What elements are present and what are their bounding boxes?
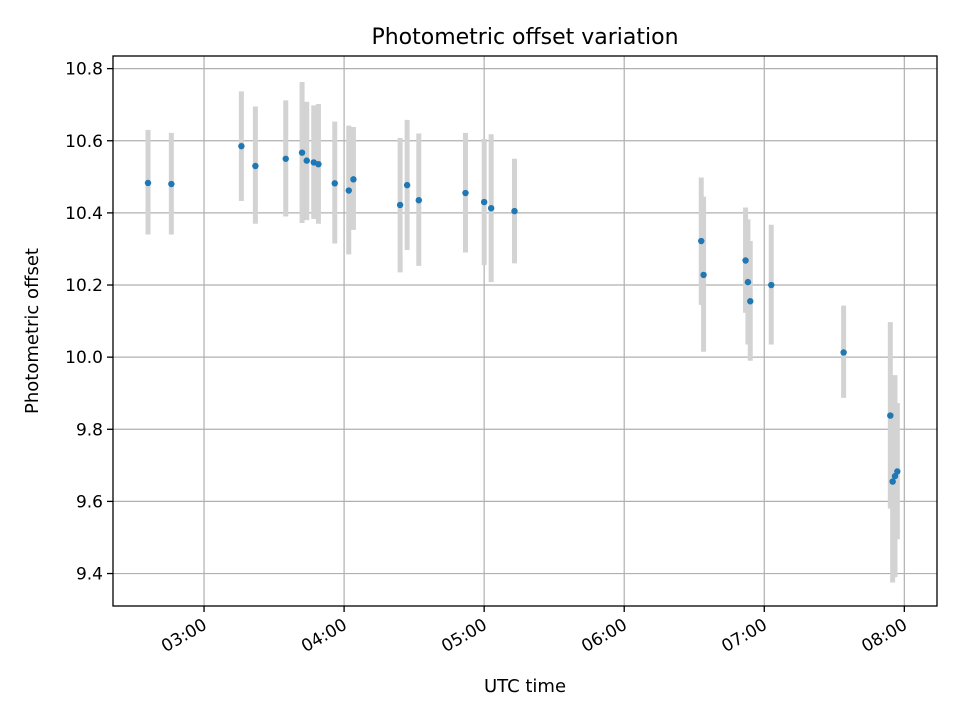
grid (113, 56, 937, 606)
data-point (303, 157, 310, 164)
data-point (415, 197, 422, 204)
x-tick-label: 04:00 (298, 615, 350, 657)
data-point (168, 180, 175, 188)
data-point (700, 271, 707, 279)
x-tick-label: 06:00 (578, 615, 630, 657)
data-points (144, 142, 901, 485)
data-point (298, 149, 306, 156)
x-tick-label: 05:00 (438, 615, 490, 657)
data-point (511, 207, 518, 215)
x-tick-label: 03:00 (158, 615, 210, 657)
plot-frame (112, 55, 938, 607)
data-point (403, 181, 411, 189)
y-tick-label: 9.4 (76, 565, 103, 585)
data-point (768, 281, 775, 289)
y-tick-label: 9.8 (76, 420, 103, 440)
x-axis: 03:00 04:00 05:00 06:00 07:00 08:00 (158, 606, 911, 657)
data-point (345, 187, 352, 194)
data-point (252, 162, 259, 170)
data-point (887, 412, 894, 419)
data-point (889, 478, 896, 485)
chart-title: Photometric offset variation (371, 25, 678, 50)
y-tick-label: 10.2 (65, 276, 103, 296)
y-tick-label: 10.0 (65, 348, 103, 368)
x-axis-label: UTC time (484, 676, 566, 697)
y-tick-label: 9.6 (76, 492, 103, 512)
data-point (350, 176, 357, 183)
data-point (742, 257, 749, 264)
x-tick-label: 08:00 (858, 615, 910, 657)
x-tick-label: 07:00 (718, 615, 770, 657)
data-point (144, 179, 152, 187)
data-point (462, 189, 469, 197)
data-point (894, 468, 901, 475)
y-axis: 9.4 9.6 9.8 10.0 10.2 10.4 10.6 10.8 (65, 60, 113, 585)
y-tick-label: 10.8 (65, 60, 103, 80)
y-axis-label: Photometric offset (22, 248, 43, 414)
data-point (315, 160, 322, 168)
data-point (282, 155, 289, 162)
error-bars (145, 81, 900, 583)
data-point (238, 142, 245, 150)
data-point (698, 237, 705, 245)
data-point (840, 349, 847, 356)
data-point (487, 204, 495, 212)
data-point (331, 180, 338, 187)
data-point (480, 198, 488, 206)
y-tick-label: 10.6 (65, 132, 103, 152)
data-point (396, 201, 404, 209)
data-point (744, 278, 752, 286)
y-tick-label: 10.4 (65, 204, 103, 224)
data-point (747, 298, 754, 305)
